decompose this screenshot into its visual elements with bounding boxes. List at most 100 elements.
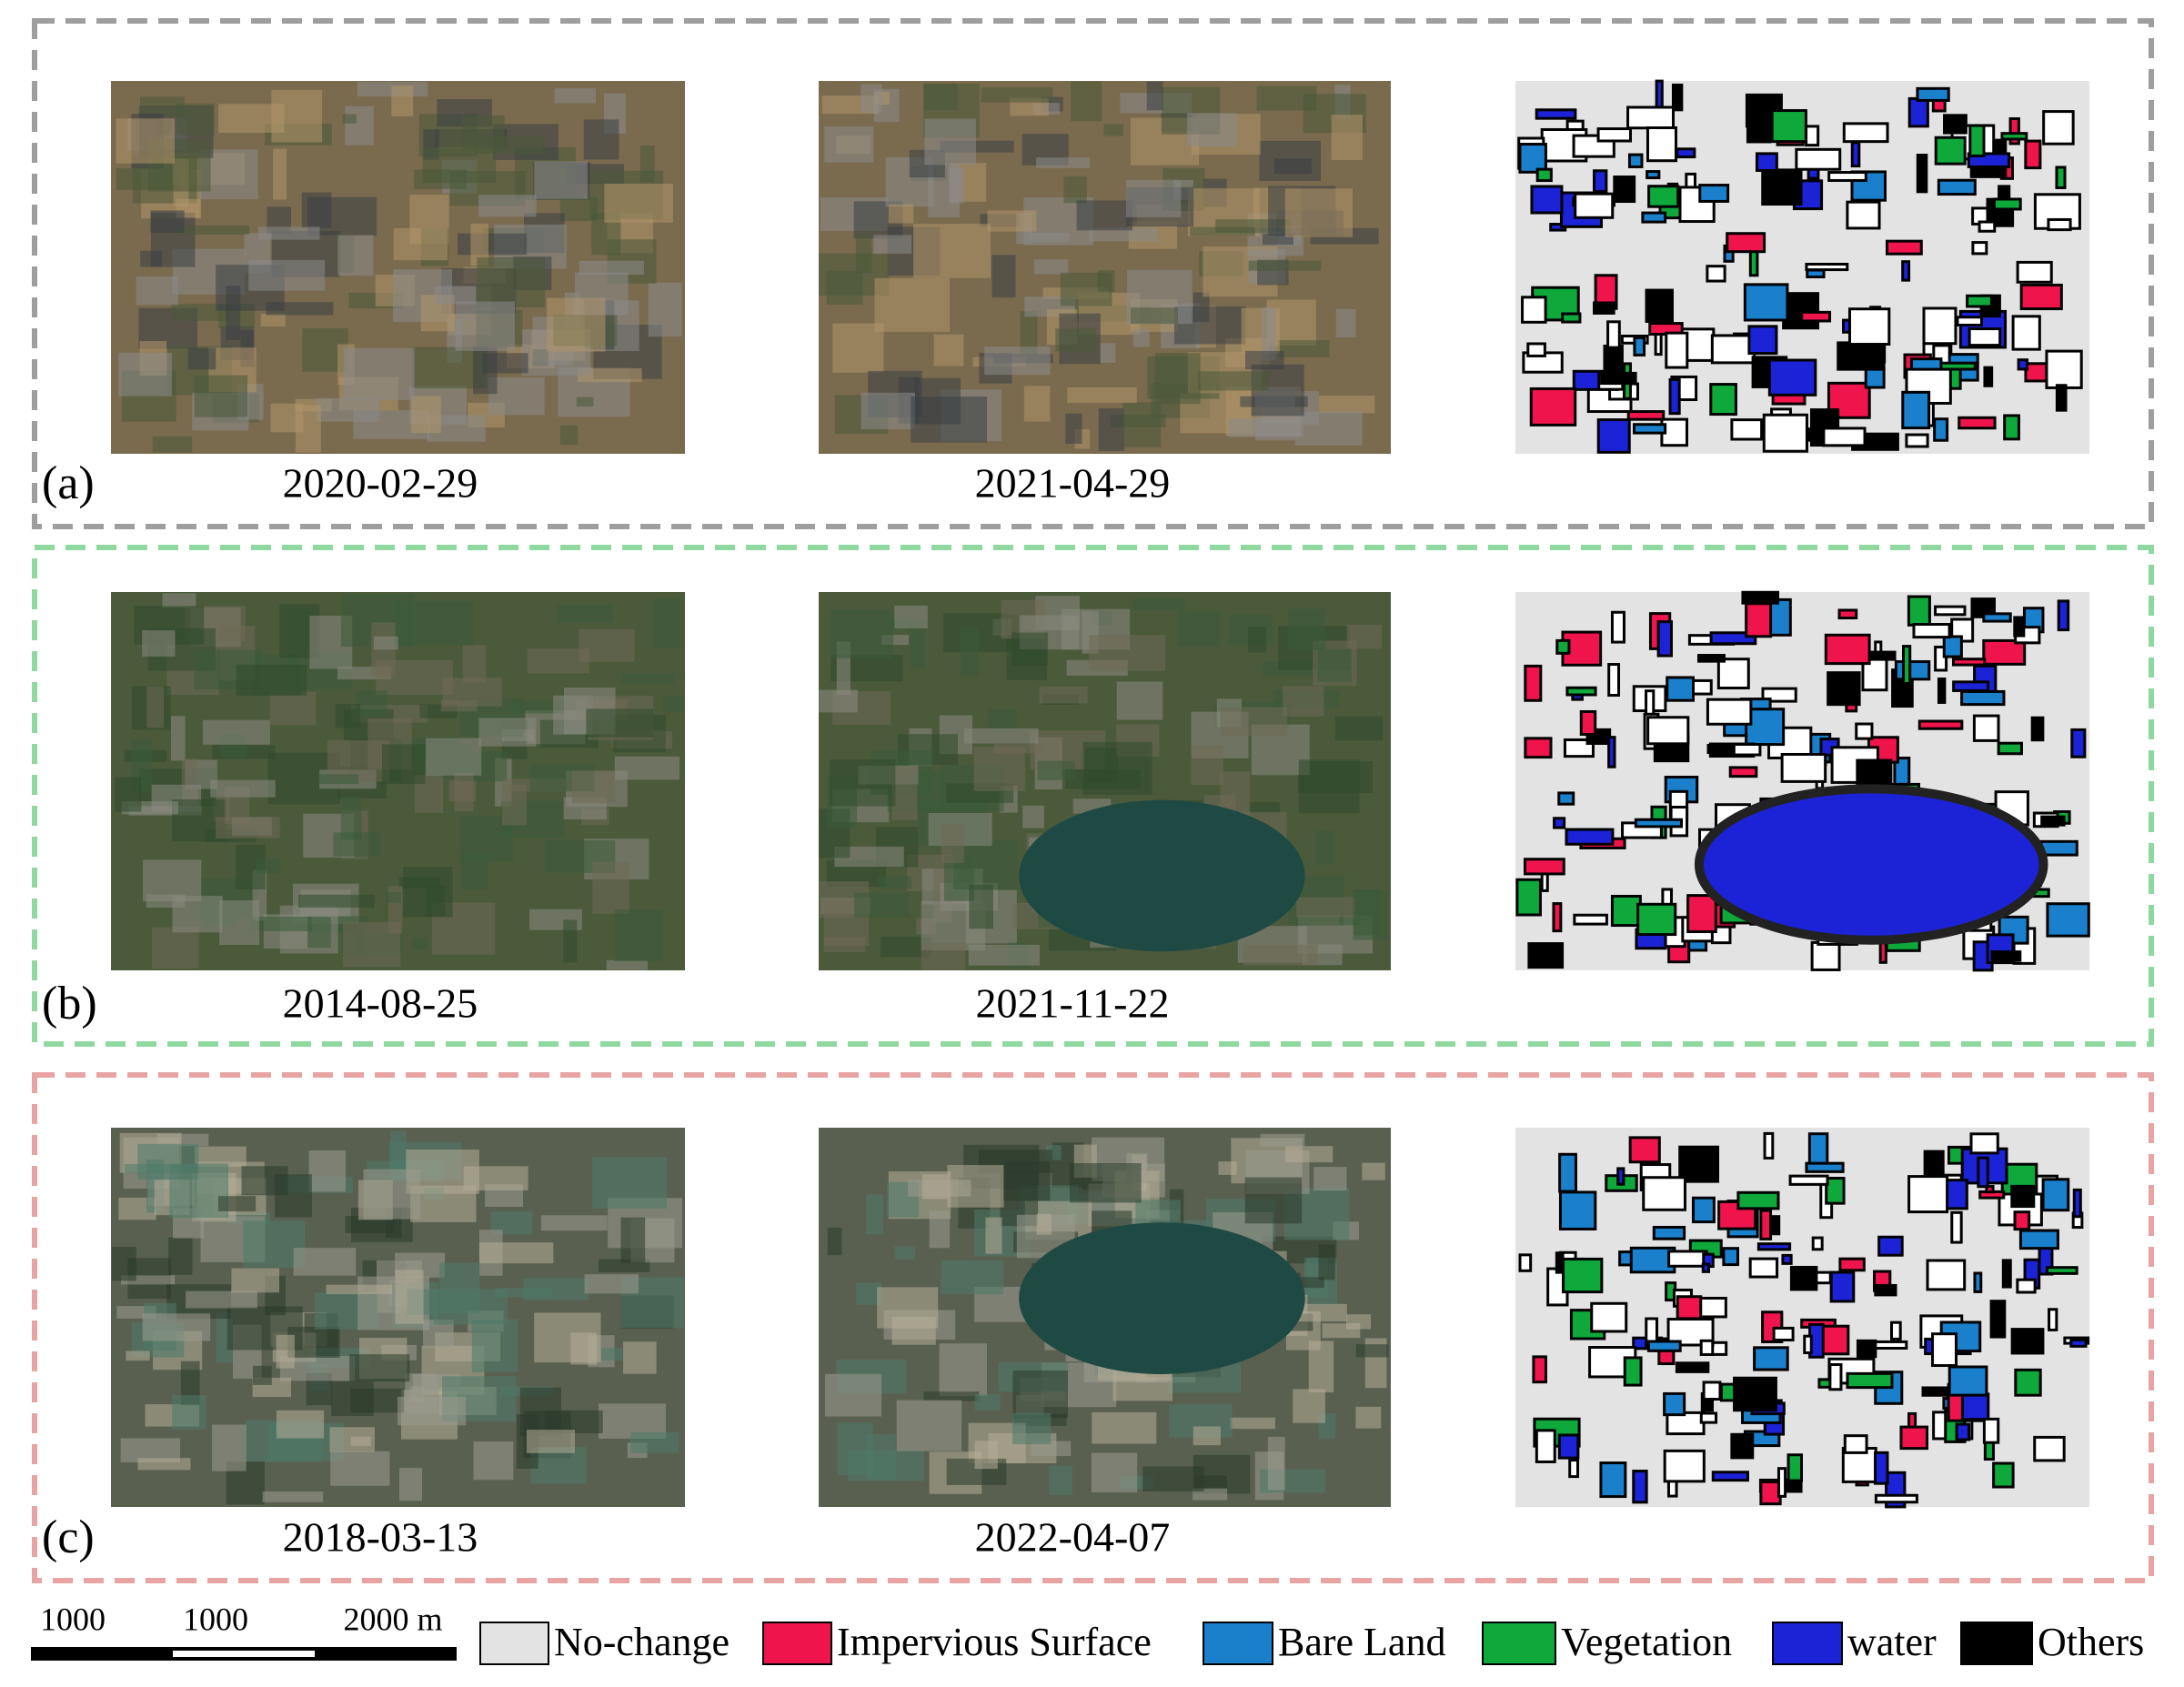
map-patch xyxy=(1978,220,1997,233)
image-texture xyxy=(477,257,546,308)
map-patch xyxy=(1746,126,1772,144)
map-water xyxy=(1694,784,2048,945)
image-texture xyxy=(186,1290,257,1309)
image-texture xyxy=(473,1441,514,1481)
map-patch xyxy=(1666,676,1695,702)
image-texture xyxy=(991,255,1016,298)
image-texture xyxy=(921,1174,948,1200)
scale-bar-segment xyxy=(173,1651,315,1657)
image-texture xyxy=(440,700,478,712)
map-patch xyxy=(1982,612,2012,623)
image-texture xyxy=(1036,157,1091,168)
image-texture xyxy=(333,832,381,857)
image-texture xyxy=(426,738,482,776)
image-texture xyxy=(146,894,186,909)
map-patch xyxy=(1711,1471,1749,1482)
map-patch xyxy=(1524,737,1553,759)
image-texture xyxy=(874,277,951,332)
image-texture xyxy=(923,1391,980,1401)
image-texture xyxy=(534,161,588,199)
image-texture xyxy=(126,1351,150,1361)
image-texture xyxy=(1322,1323,1361,1339)
image-texture xyxy=(349,1354,410,1382)
map-patch xyxy=(1600,371,1637,386)
map-patch xyxy=(1907,96,1929,128)
map-patch xyxy=(1810,940,1841,971)
image-texture xyxy=(308,1150,347,1192)
map-patch xyxy=(1827,171,1867,182)
map-patch xyxy=(1623,1356,1643,1387)
map-patch xyxy=(1811,1236,1824,1251)
image-texture xyxy=(395,1270,424,1324)
image-texture xyxy=(929,1210,951,1249)
image-texture xyxy=(873,235,912,254)
satellite-image xyxy=(819,592,1391,970)
map-patch xyxy=(1943,114,1968,135)
map-patch xyxy=(1838,1257,1866,1272)
image-texture xyxy=(258,226,320,240)
map-patch xyxy=(1568,1459,1580,1479)
image-texture xyxy=(298,894,375,909)
map-patch xyxy=(1933,417,1949,442)
image-texture xyxy=(1243,944,1318,966)
map-patch xyxy=(2003,414,2020,441)
map-patch xyxy=(1702,1381,1722,1401)
map-patch xyxy=(1676,147,1696,159)
map-patch xyxy=(1709,383,1737,417)
map-patch xyxy=(1825,1177,1846,1205)
map-patch xyxy=(1741,590,1780,605)
map-patch xyxy=(1855,722,1874,740)
map-patch xyxy=(2041,1178,2070,1212)
map-patch xyxy=(1990,950,2022,962)
image-texture xyxy=(563,919,578,963)
map-patch xyxy=(1767,358,1817,397)
map-patch xyxy=(1886,239,1923,256)
image-texture xyxy=(571,770,616,804)
image-texture xyxy=(194,375,248,417)
image-texture xyxy=(941,823,964,864)
map-patch xyxy=(1822,427,1867,447)
image-texture xyxy=(260,314,286,326)
image-texture xyxy=(1294,411,1363,446)
image-texture xyxy=(1245,350,1284,370)
map-patch xyxy=(1558,1190,1597,1230)
image-texture xyxy=(433,1289,508,1325)
map-patch xyxy=(1829,1270,1856,1303)
image-texture xyxy=(218,104,285,134)
image-texture xyxy=(120,1275,176,1285)
map-patch xyxy=(1781,1253,1793,1265)
image-texture xyxy=(150,210,185,233)
map-patch xyxy=(1864,367,1886,389)
satellite-image xyxy=(819,1128,1391,1507)
image-texture xyxy=(152,436,193,453)
image-texture xyxy=(386,891,401,903)
map-patch xyxy=(1565,828,1615,846)
map-patch xyxy=(1753,1346,1789,1371)
image-texture xyxy=(1228,418,1303,437)
image-texture xyxy=(495,1288,553,1298)
image-texture xyxy=(1218,1161,1237,1175)
image-texture xyxy=(1248,802,1280,814)
image-texture xyxy=(1187,113,1238,147)
map-patch xyxy=(1671,83,1684,112)
image-texture xyxy=(142,1313,211,1341)
map-patch xyxy=(1675,1361,1710,1373)
image-texture xyxy=(187,347,216,370)
image-texture xyxy=(337,235,374,276)
image-texture xyxy=(848,1451,924,1481)
legend-label: Others xyxy=(2038,1620,2144,1664)
map-patch xyxy=(1678,1145,1720,1183)
map-patch xyxy=(1770,109,1807,144)
image-texture xyxy=(1191,745,1223,785)
image-texture xyxy=(973,747,1025,791)
image-texture xyxy=(606,959,649,970)
image-texture xyxy=(1049,1465,1073,1496)
image-texture xyxy=(960,626,979,678)
map-patch xyxy=(1667,1250,1708,1268)
image-texture xyxy=(1331,115,1364,160)
image-texture xyxy=(557,605,614,623)
image-texture xyxy=(554,88,597,104)
image-texture xyxy=(256,858,281,874)
image-texture xyxy=(266,302,334,316)
scale-label: 2000 m xyxy=(343,1601,442,1637)
